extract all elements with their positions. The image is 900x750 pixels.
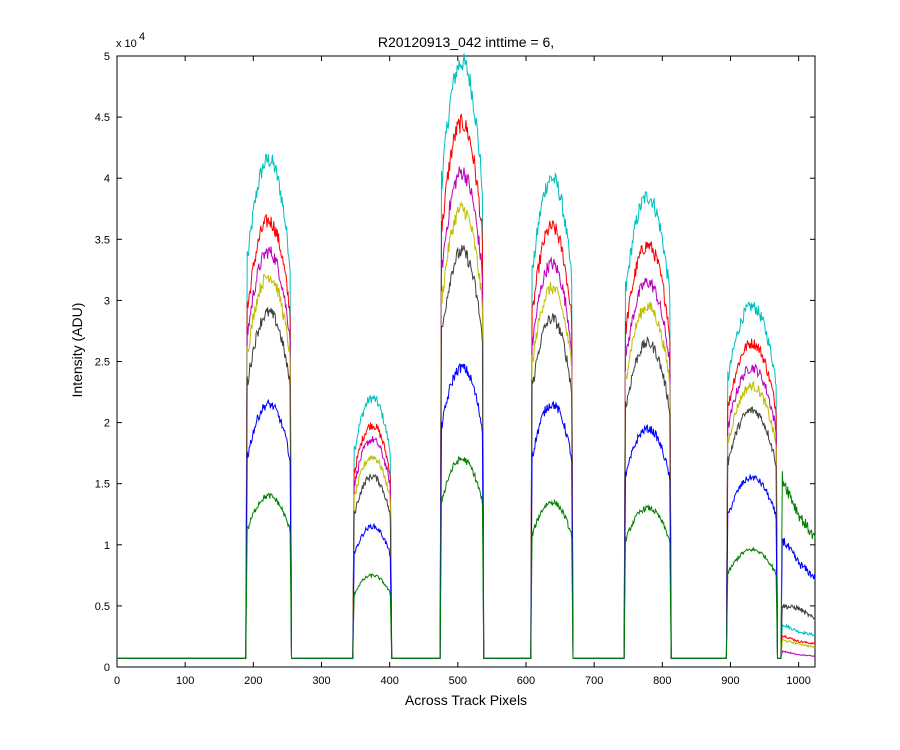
x-axis-label: Across Track Pixels bbox=[405, 692, 527, 708]
y-axis-ticks: 0 0.5 1 1.5 2 2.5 3 3.5 4 4.5 5 bbox=[95, 51, 815, 674]
x-tick-label: 500 bbox=[449, 675, 467, 687]
x-tick-label: 800 bbox=[653, 675, 671, 687]
series-line-4 bbox=[117, 201, 816, 659]
series-line-1 bbox=[117, 53, 816, 659]
plot-area bbox=[116, 53, 816, 668]
y-tick-label: 1.5 bbox=[95, 479, 110, 491]
chart-title: R20120913_042 inttime = 6, bbox=[378, 34, 554, 50]
x-tick-label: 100 bbox=[176, 675, 194, 687]
x-tick-label: 200 bbox=[244, 675, 262, 687]
y-multiplier-base: x 10 bbox=[116, 38, 137, 50]
x-axis-ticks: 0 100 200 300 400 500 600 700 800 900 1000 bbox=[114, 56, 811, 687]
x-tick-label: 700 bbox=[585, 675, 603, 687]
x-tick-label: 900 bbox=[721, 675, 739, 687]
y-tick-label: 3 bbox=[104, 295, 110, 307]
y-tick-label: 4.5 bbox=[95, 112, 110, 124]
y-tick-label: 1 bbox=[104, 540, 110, 552]
y-tick-label: 0.5 bbox=[95, 601, 110, 613]
series-line-2 bbox=[117, 113, 816, 659]
x-tick-label: 400 bbox=[380, 675, 398, 687]
y-tick-label: 2.5 bbox=[95, 357, 110, 369]
y-multiplier-exponent: 4 bbox=[139, 31, 145, 43]
x-tick-label: 600 bbox=[517, 675, 535, 687]
series-layer bbox=[117, 53, 816, 659]
y-axis-label: Intensity (ADU) bbox=[69, 303, 85, 398]
x-tick-label: 1000 bbox=[786, 675, 810, 687]
y-tick-label: 0 bbox=[104, 662, 110, 674]
series-line-6 bbox=[117, 363, 816, 659]
series-line-3 bbox=[117, 166, 816, 659]
y-tick-label: 4 bbox=[104, 173, 110, 185]
series-line-7 bbox=[117, 456, 816, 659]
y-tick-label: 2 bbox=[104, 418, 110, 430]
y-tick-label: 3.5 bbox=[95, 234, 110, 246]
x-tick-label: 300 bbox=[312, 675, 330, 687]
axes-frame bbox=[116, 55, 816, 668]
series-line-5 bbox=[117, 245, 816, 659]
y-tick-label: 5 bbox=[104, 51, 110, 63]
x-tick-label: 0 bbox=[114, 675, 120, 687]
